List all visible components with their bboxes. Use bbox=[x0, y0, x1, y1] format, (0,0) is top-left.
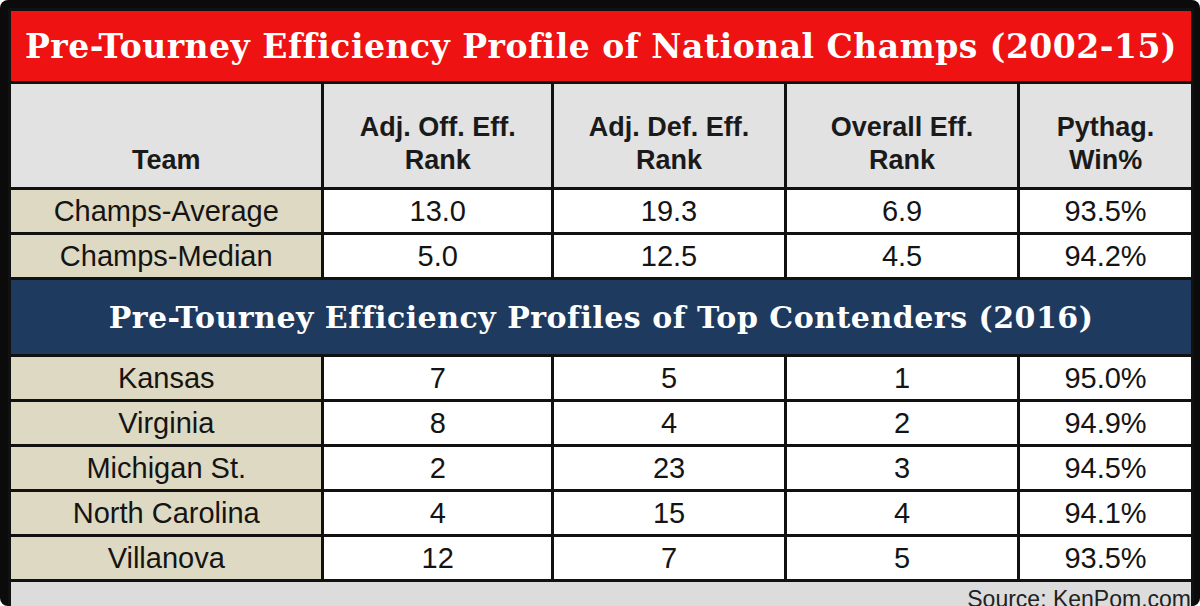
table-row-champs-average: Champs-Average 13.0 19.3 6.9 93.5% bbox=[10, 189, 1193, 234]
overall-eff-rank-cell: 4 bbox=[786, 491, 1019, 536]
adj-def-eff-rank-cell: 7 bbox=[552, 536, 785, 581]
column-header-overall-eff-rank: Overall Eff. Rank bbox=[786, 83, 1019, 189]
adj-def-eff-rank-cell: 15 bbox=[552, 491, 785, 536]
adj-off-eff-rank-cell: 13.0 bbox=[323, 189, 553, 234]
adj-off-eff-rank-cell: 7 bbox=[323, 356, 553, 401]
team-cell: Kansas bbox=[10, 356, 323, 401]
team-cell: Virginia bbox=[10, 401, 323, 446]
pythag-win-cell: 93.5% bbox=[1019, 189, 1193, 234]
table-frame: Pre-Tourney Efficiency Profile of Nation… bbox=[0, 0, 1200, 606]
table-row-virginia: Virginia 8 4 2 94.9% bbox=[10, 401, 1193, 446]
table-row-champs-median: Champs-Median 5.0 12.5 4.5 94.2% bbox=[10, 234, 1193, 279]
adj-def-eff-rank-cell: 19.3 bbox=[552, 189, 785, 234]
adj-def-eff-rank-cell: 4 bbox=[552, 401, 785, 446]
overall-eff-rank-cell: 4.5 bbox=[786, 234, 1019, 279]
adj-off-eff-rank-cell: 8 bbox=[323, 401, 553, 446]
column-header-adj-off-eff-rank: Adj. Off. Eff. Rank bbox=[323, 83, 553, 189]
overall-eff-rank-cell: 5 bbox=[786, 536, 1019, 581]
overall-eff-rank-cell: 3 bbox=[786, 446, 1019, 491]
column-header-adj-def-eff-rank: Adj. Def. Eff. Rank bbox=[552, 83, 785, 189]
team-cell: Champs-Median bbox=[10, 234, 323, 279]
team-cell: North Carolina bbox=[10, 491, 323, 536]
table-row-kansas: Kansas 7 5 1 95.0% bbox=[10, 356, 1193, 401]
adj-def-eff-rank-cell: 12.5 bbox=[552, 234, 785, 279]
pythag-win-cell: 94.5% bbox=[1019, 446, 1193, 491]
pythag-win-cell: 94.2% bbox=[1019, 234, 1193, 279]
contenders-title-band: Pre-Tourney Efficiency Profiles of Top C… bbox=[10, 279, 1193, 356]
adj-def-eff-rank-cell: 5 bbox=[552, 356, 785, 401]
champs-title-band: Pre-Tourney Efficiency Profile of Nation… bbox=[10, 10, 1193, 83]
pythag-win-cell: 95.0% bbox=[1019, 356, 1193, 401]
team-cell: Villanova bbox=[10, 536, 323, 581]
team-cell: Champs-Average bbox=[10, 189, 323, 234]
pythag-win-cell: 94.9% bbox=[1019, 401, 1193, 446]
adj-off-eff-rank-cell: 12 bbox=[323, 536, 553, 581]
adj-off-eff-rank-cell: 5.0 bbox=[323, 234, 553, 279]
overall-eff-rank-cell: 1 bbox=[786, 356, 1019, 401]
adj-def-eff-rank-cell: 23 bbox=[552, 446, 785, 491]
champs-title-row: Pre-Tourney Efficiency Profile of Nation… bbox=[10, 10, 1193, 83]
pythag-win-cell: 93.5% bbox=[1019, 536, 1193, 581]
overall-eff-rank-cell: 2 bbox=[786, 401, 1019, 446]
pythag-win-cell: 94.1% bbox=[1019, 491, 1193, 536]
adj-off-eff-rank-cell: 2 bbox=[323, 446, 553, 491]
contenders-title-row: Pre-Tourney Efficiency Profiles of Top C… bbox=[10, 279, 1193, 356]
table-row-north-carolina: North Carolina 4 15 4 94.1% bbox=[10, 491, 1193, 536]
column-header-team: Team bbox=[10, 83, 323, 189]
column-header-pythag-win: Pythag. Win% bbox=[1019, 83, 1193, 189]
adj-off-eff-rank-cell: 4 bbox=[323, 491, 553, 536]
team-cell: Michigan St. bbox=[10, 446, 323, 491]
efficiency-table: Pre-Tourney Efficiency Profile of Nation… bbox=[8, 8, 1194, 606]
source-credit: Source: KenPom.com bbox=[10, 581, 1193, 606]
table-row-villanova: Villanova 12 7 5 93.5% bbox=[10, 536, 1193, 581]
column-header-row: Team Adj. Off. Eff. Rank Adj. Def. Eff. … bbox=[10, 83, 1193, 189]
overall-eff-rank-cell: 6.9 bbox=[786, 189, 1019, 234]
table-row-michigan-st: Michigan St. 2 23 3 94.5% bbox=[10, 446, 1193, 491]
source-row: Source: KenPom.com bbox=[10, 581, 1193, 606]
